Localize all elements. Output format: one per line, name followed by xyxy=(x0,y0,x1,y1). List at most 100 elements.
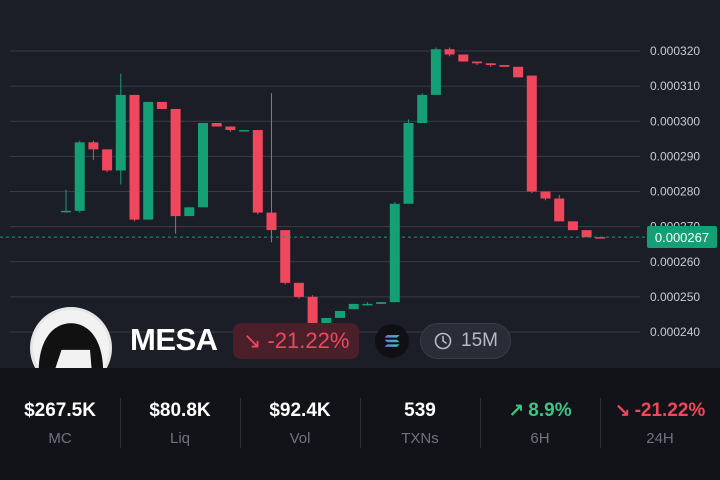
candle-body xyxy=(540,191,551,199)
stat-value: $92.4K xyxy=(269,400,331,421)
candle xyxy=(581,230,592,238)
price-change-badge: ↘ -21.22% xyxy=(233,323,360,359)
y-tick-label: 0.000300 xyxy=(650,114,700,128)
candle xyxy=(444,47,455,57)
candle-body xyxy=(513,66,524,78)
candle-body xyxy=(225,126,236,131)
stat-24h: ↘ -21.22% 24H xyxy=(600,398,720,480)
candle xyxy=(266,93,277,243)
timeframe-selector[interactable]: 15M xyxy=(420,323,511,359)
candle xyxy=(417,93,428,124)
candle-body xyxy=(266,212,277,231)
candle-body xyxy=(485,63,496,66)
y-tick-label: 0.000240 xyxy=(650,325,700,339)
stat-6h: ↗ 8.9% 6H xyxy=(480,398,600,480)
candle-body xyxy=(115,94,126,171)
candle-body xyxy=(362,303,373,306)
stat-label: 6H xyxy=(530,430,550,447)
arrow-down-right-icon: ↘ xyxy=(614,400,631,422)
candle-body xyxy=(184,207,195,217)
candle xyxy=(554,195,565,222)
candle xyxy=(156,101,167,109)
candle xyxy=(74,140,85,213)
candle xyxy=(335,310,345,318)
candle-body xyxy=(444,49,455,55)
candle-body xyxy=(376,302,387,304)
candle xyxy=(61,189,71,213)
candle-body xyxy=(472,61,482,64)
candle-body xyxy=(143,101,154,220)
stat-label: Liq xyxy=(169,430,191,447)
candle-body xyxy=(252,130,263,213)
candle xyxy=(389,202,400,303)
candle-body xyxy=(129,94,140,220)
y-tick-label: 0.000310 xyxy=(650,79,700,93)
candle-body xyxy=(239,130,250,132)
candle-body xyxy=(61,210,71,213)
candle xyxy=(376,302,387,304)
candle xyxy=(362,302,373,306)
current-price-label: 0.000267 xyxy=(647,226,717,248)
candle-body xyxy=(293,282,304,297)
candle-body xyxy=(403,123,414,204)
stat-mc: $267.5K MC xyxy=(0,398,120,480)
candle-body xyxy=(74,142,85,211)
stat-value: ↗ 8.9% xyxy=(508,400,572,422)
candle xyxy=(540,191,551,201)
candle-body xyxy=(567,221,578,231)
solana-icon[interactable] xyxy=(375,324,409,358)
candle-body xyxy=(170,108,181,217)
candle xyxy=(170,108,181,234)
stat-liq: $80.8K Liq xyxy=(120,398,240,480)
token-name: MESA xyxy=(130,322,218,357)
candles xyxy=(61,47,606,332)
y-tick-label: 0.000280 xyxy=(650,185,700,199)
candle-body xyxy=(417,94,428,124)
candle xyxy=(115,73,126,185)
candle xyxy=(485,63,496,67)
candle-body xyxy=(554,198,565,222)
y-tick-label: 0.000250 xyxy=(650,290,700,304)
candle xyxy=(184,207,195,217)
y-tick-label: 0.000320 xyxy=(650,44,700,58)
candle-body xyxy=(102,149,113,171)
candle xyxy=(198,123,208,208)
candle xyxy=(102,149,113,173)
candle xyxy=(129,94,140,222)
stat-value: 539 xyxy=(404,400,436,421)
candle xyxy=(280,230,291,285)
candle-body xyxy=(335,310,345,318)
y-tick-label: 0.000260 xyxy=(650,255,700,269)
price-change-value: -21.22% xyxy=(267,328,350,353)
y-axis-ticks: 0.000320 0.000310 0.000300 0.000290 0.000280… xyxy=(650,44,700,339)
candle-body xyxy=(499,65,510,67)
stats-bar: $267.5K MC $80.8K Liq $92.4K Vol 539 TXN… xyxy=(0,368,720,480)
candle-body xyxy=(389,203,400,303)
stat-value: $80.8K xyxy=(149,400,211,421)
stat-vol: $92.4K Vol xyxy=(240,398,360,480)
candle xyxy=(499,65,510,67)
candle-body xyxy=(595,237,606,239)
candle-body xyxy=(211,123,222,127)
stat-txns: 539 TXNs xyxy=(360,398,480,480)
candle xyxy=(472,61,482,66)
candle xyxy=(239,130,250,132)
stat-label: 24H xyxy=(646,430,674,447)
stat-label: MC xyxy=(48,430,72,447)
candle xyxy=(403,119,414,204)
candle-body xyxy=(198,123,208,208)
candle xyxy=(348,303,359,310)
candle xyxy=(513,66,524,78)
candle xyxy=(88,140,99,160)
candle-body xyxy=(430,49,441,95)
candle xyxy=(458,54,469,62)
candle-body xyxy=(280,230,291,283)
candle-body xyxy=(458,54,469,62)
candle xyxy=(211,123,222,127)
candle xyxy=(430,47,441,95)
y-tick-label: 0.000290 xyxy=(650,149,700,163)
stat-label: TXNs xyxy=(401,430,439,447)
clock-icon xyxy=(434,332,452,350)
candle xyxy=(526,75,537,194)
